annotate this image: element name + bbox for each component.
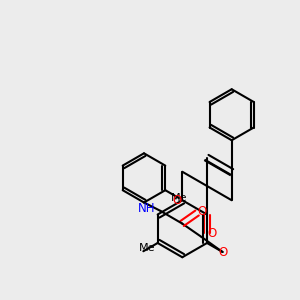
Text: O: O xyxy=(197,205,206,218)
Text: O: O xyxy=(207,226,216,240)
Text: NH: NH xyxy=(138,202,155,215)
Text: O: O xyxy=(172,194,182,207)
Text: Me: Me xyxy=(171,193,187,203)
Text: O: O xyxy=(218,245,227,259)
Text: Me: Me xyxy=(139,242,155,253)
